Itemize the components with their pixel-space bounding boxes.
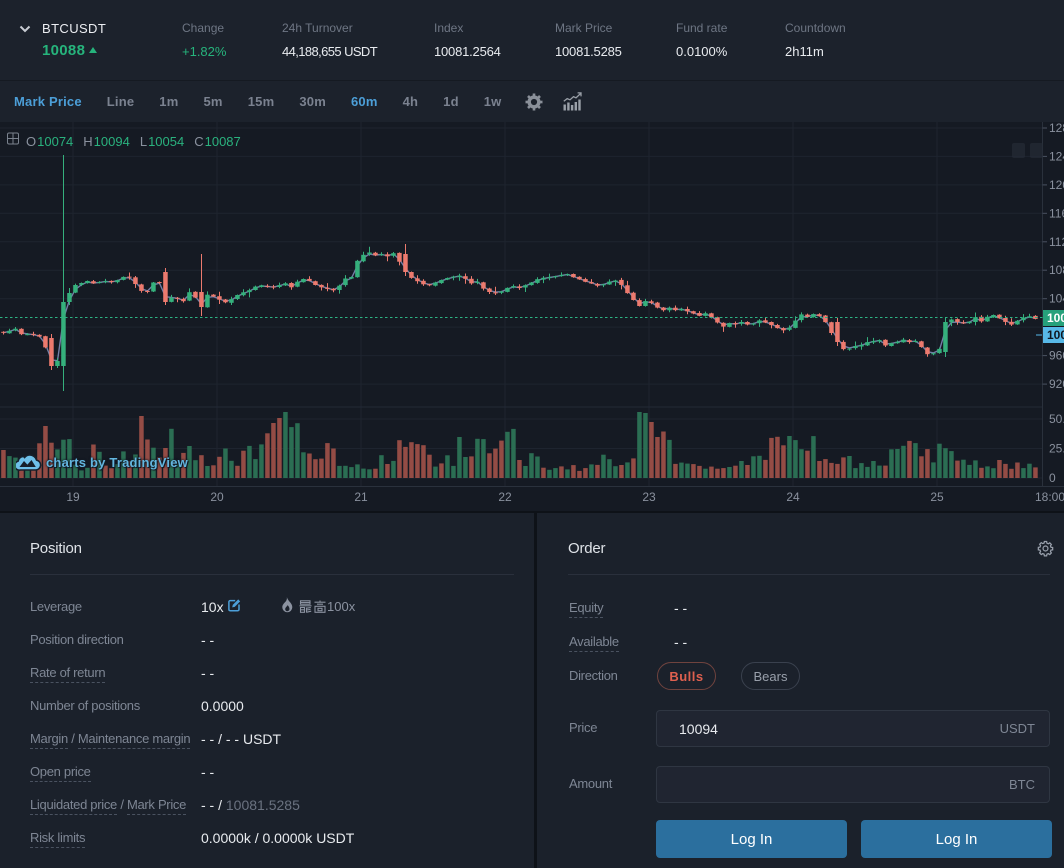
svg-text:21: 21 (354, 490, 368, 504)
svg-text:22: 22 (498, 490, 512, 504)
svg-text:24: 24 (786, 490, 800, 504)
svg-text:18:00: 18:00 (1035, 490, 1064, 504)
svg-text:50.00K: 50.00K (1049, 412, 1064, 426)
svg-text:0: 0 (1049, 471, 1056, 485)
svg-text:12400: 12400 (1049, 149, 1064, 163)
svg-text:12800: 12800 (1049, 122, 1064, 135)
svg-text:10088: 10088 (1047, 311, 1064, 325)
svg-text:25: 25 (930, 490, 944, 504)
svg-text:11600: 11600 (1049, 206, 1064, 220)
svg-text:9200: 9200 (1049, 377, 1064, 391)
svg-text:19: 19 (66, 490, 80, 504)
svg-text:10800: 10800 (1049, 263, 1064, 277)
svg-text:9600: 9600 (1049, 349, 1064, 363)
svg-text:10400: 10400 (1049, 292, 1064, 306)
svg-text:11200: 11200 (1049, 235, 1064, 249)
svg-text:20: 20 (210, 490, 224, 504)
svg-text:10081: 10081 (1047, 328, 1064, 342)
svg-text:12000: 12000 (1049, 178, 1064, 192)
svg-text:25.00K: 25.00K (1049, 442, 1064, 456)
svg-text:23: 23 (642, 490, 656, 504)
